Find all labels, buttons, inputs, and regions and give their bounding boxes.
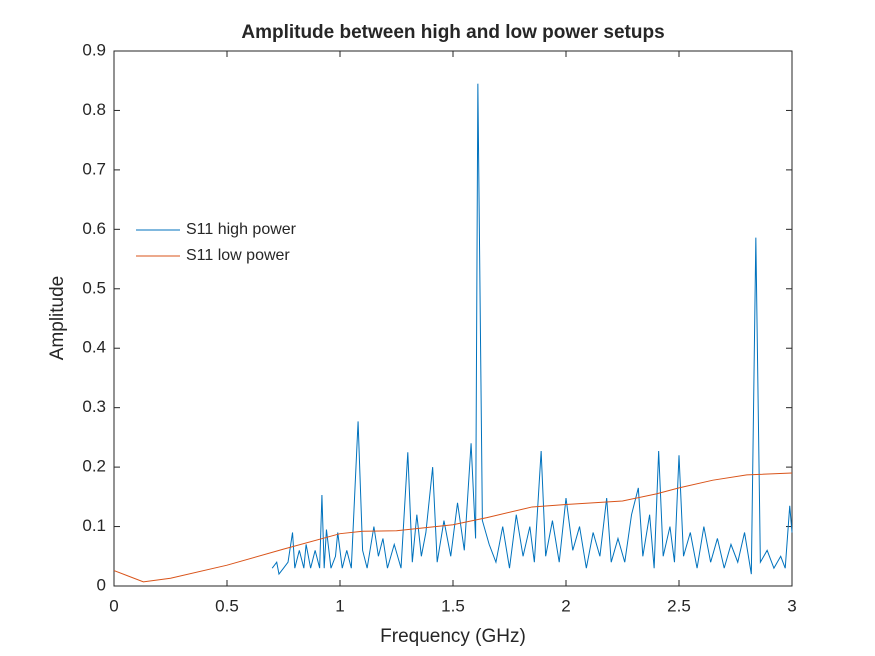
x-tick-label: 1.5 bbox=[441, 596, 465, 615]
y-tick-label: 0 bbox=[97, 575, 106, 594]
y-tick-label: 0.6 bbox=[82, 219, 106, 238]
y-tick-label: 0.7 bbox=[82, 159, 106, 178]
x-tick-label: 2 bbox=[561, 596, 570, 615]
y-tick-label: 0.3 bbox=[82, 397, 106, 416]
y-tick-label: 0.5 bbox=[82, 278, 106, 297]
x-tick-label: 2.5 bbox=[667, 596, 691, 615]
legend-label: S11 high power bbox=[186, 221, 297, 238]
y-tick-label: 0.4 bbox=[82, 338, 106, 357]
x-tick-label: 1 bbox=[335, 596, 344, 615]
x-axis-label: Frequency (GHz) bbox=[380, 626, 526, 647]
y-tick-label: 0.8 bbox=[82, 100, 106, 119]
y-tick-label: 0.2 bbox=[82, 457, 106, 476]
x-tick-label: 3 bbox=[787, 596, 796, 615]
x-tick-label: 0 bbox=[109, 596, 118, 615]
y-tick-label: 0.9 bbox=[82, 40, 106, 59]
y-tick-label: 0.1 bbox=[82, 516, 106, 535]
chart-title: Amplitude between high and low power set… bbox=[241, 22, 664, 43]
data-line bbox=[113, 472, 793, 583]
legend-label: S11 low power bbox=[186, 247, 290, 264]
x-tick-label: 0.5 bbox=[215, 596, 239, 615]
data-line bbox=[271, 83, 793, 576]
y-axis-label: Amplitude bbox=[47, 276, 68, 361]
